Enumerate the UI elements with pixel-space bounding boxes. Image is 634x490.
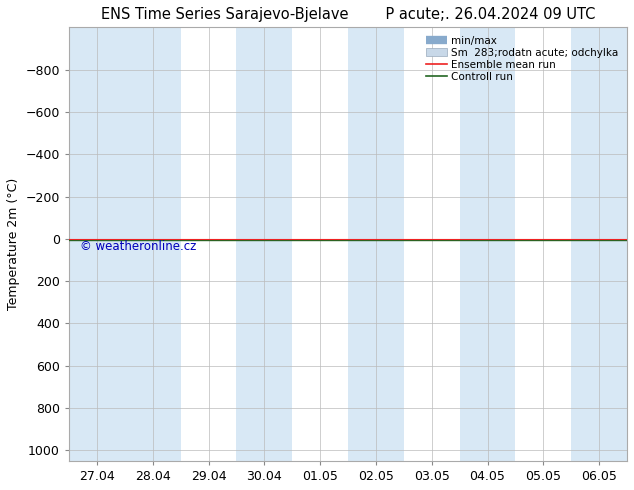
Bar	[236, 27, 292, 461]
Bar	[460, 27, 515, 461]
Text: © weatheronline.cz: © weatheronline.cz	[80, 240, 197, 253]
Bar	[571, 27, 627, 461]
Legend: min/max, Sm  283;rodatn acute; odchylka, Ensemble mean run, Controll run: min/max, Sm 283;rodatn acute; odchylka, …	[424, 32, 622, 85]
Title: ENS Time Series Sarajevo-Bjelave        P acute;​. 26.04.2024 09 UTC: ENS Time Series Sarajevo-Bjelave P acute…	[101, 7, 595, 22]
Bar	[69, 27, 125, 461]
Bar	[348, 27, 404, 461]
Y-axis label: Temperature 2m (°C): Temperature 2m (°C)	[7, 178, 20, 310]
Bar	[125, 27, 181, 461]
